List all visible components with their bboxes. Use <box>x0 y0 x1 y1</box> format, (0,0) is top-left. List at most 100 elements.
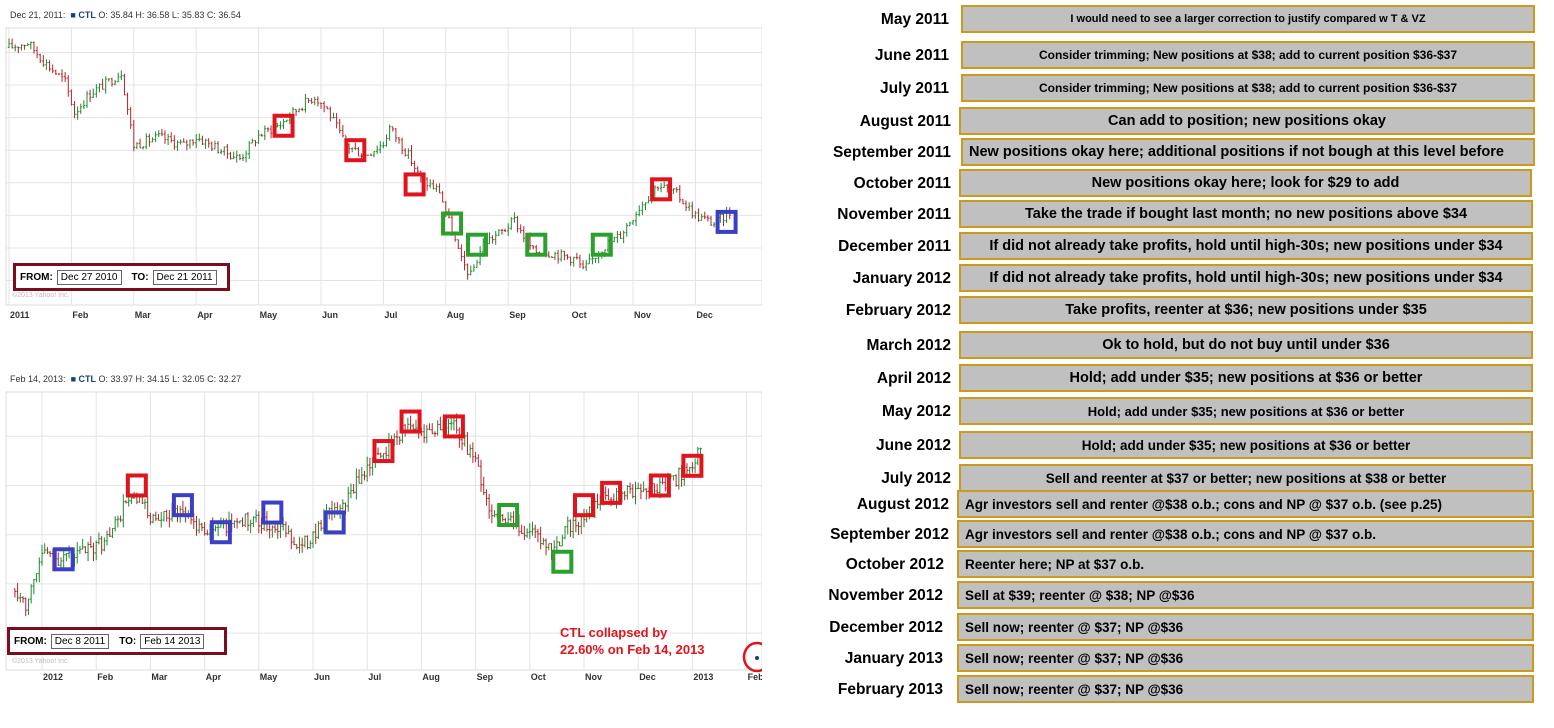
advice-text-cell: Sell at $39; reenter @ $38; NP @$36 <box>957 581 1534 609</box>
advice-month-label: September 2012 <box>830 526 949 543</box>
red-signal-marker <box>681 453 704 478</box>
advice-row: October 2011 New positions okay here; loo… <box>0 169 1554 199</box>
x-tick-label: Dec <box>639 672 656 682</box>
collapse-note-line2: 22.60% on Feb 14, 2013 <box>560 642 705 657</box>
advice-month-label: August 2012 <box>856 496 949 513</box>
advice-row: March 2012 Ok to hold, but do not buy unt… <box>0 331 1554 361</box>
advice-row: February 2013 Sell now; reenter @ $37; NP… <box>0 675 1554 705</box>
red-signal-marker <box>372 439 395 464</box>
advice-row: August 2011 Can add to position; new posi… <box>0 107 1554 137</box>
bottom-strip <box>0 692 770 728</box>
advice-text-cell: Can add to position; new positions okay <box>959 107 1535 135</box>
red-signal-marker <box>650 177 673 202</box>
red-signal-marker <box>600 480 623 505</box>
advice-text-cell: I would need to see a larger correction … <box>961 5 1535 33</box>
advice-text-cell: Hold; add under $35; new positions at $3… <box>959 397 1533 425</box>
advice-row: December 2011 If did not already take pro… <box>0 232 1554 262</box>
chart1-copyright: ©2013 Yahoo! Inc. <box>12 292 70 299</box>
advice-text-cell: If did not already take profits, hold un… <box>959 232 1533 260</box>
blue-signal-marker <box>261 500 284 525</box>
x-tick-label: May <box>260 672 278 682</box>
red-signal-marker <box>399 409 422 434</box>
advice-row: June 2011 Consider trimming; New position… <box>0 41 1554 71</box>
advice-month-label: September 2011 <box>832 144 951 161</box>
advice-row: November 2011 Take the trade if bought la… <box>0 200 1554 230</box>
chart2-date-range: FROM: Dec 8 2011 TO: Feb 14 2013 <box>7 627 227 655</box>
advice-row: July 2011 Consider trimming; New position… <box>0 74 1554 104</box>
green-signal-marker <box>466 232 488 257</box>
advice-text-cell: Reenter here; NP at $37 o.b. <box>957 550 1534 578</box>
advice-month-label: March 2012 <box>866 337 951 354</box>
plot-frame <box>5 27 762 306</box>
advice-month-label: February 2013 <box>837 681 943 698</box>
advice-row: May 2012 Hold; add under $35; new positio… <box>0 397 1554 427</box>
chart1-header-date: Dec 21, 2011: <box>10 10 66 20</box>
advice-row: January 2012 If did not already take prof… <box>0 264 1554 294</box>
x-tick-label: Feb <box>97 672 114 682</box>
red-signal-marker <box>125 473 148 498</box>
from-date-input[interactable]: Dec 27 2010 <box>56 269 122 285</box>
x-tick-label: Sep <box>477 672 494 682</box>
advice-text-cell: Hold; add under $35; new positions at $3… <box>959 364 1533 392</box>
advice-text-cell: New positions okay here; additional posi… <box>961 138 1535 166</box>
advice-text-cell: Sell now; reenter @ $37; NP @$36 <box>957 675 1534 703</box>
from-label: FROM: <box>20 271 53 283</box>
chart-panel-2011: Dec 21, 2011: ■ CTL O: 35.84 H: 36.58 L:… <box>2 0 762 325</box>
advice-text-cell: Take the trade if bought last month; no … <box>959 200 1533 228</box>
advice-month-label: November 2012 <box>828 587 943 604</box>
blue-signal-marker <box>323 510 346 535</box>
blue-signal-marker <box>52 547 75 572</box>
advice-text-cell: Ok to hold, but do not buy until under $… <box>959 331 1533 359</box>
advice-row: November 2012 Sell at $39; reenter @ $38;… <box>0 581 1554 611</box>
x-tick-label: Jul <box>384 310 397 320</box>
advice-row: October 2012 Reenter here; NP at $37 o.b. <box>0 550 1554 580</box>
advice-month-label: June 2012 <box>876 437 951 454</box>
collapse-circle <box>742 641 762 673</box>
advice-row: December 2012 Sell now; reenter @ $37; NP… <box>0 613 1554 643</box>
advice-month-label: February 2012 <box>845 302 951 319</box>
red-signal-marker <box>403 172 426 197</box>
chart2-candlestick-plot: 2012 Feb Mar Apr May Jun Jul Aug Sep Oct Nov Dec 201… <box>5 391 762 682</box>
chart2-copyright: ©2013 Yahoo! Inc. <box>12 658 70 665</box>
advice-text-cell: Sell now; reenter @ $37; NP @$36 <box>957 644 1534 672</box>
advice-month-label: December 2011 <box>838 238 951 255</box>
to-label: TO: <box>119 635 137 647</box>
advice-row: April 2012 Hold; add under $35; new posit… <box>0 364 1554 394</box>
red-signal-marker <box>573 493 595 518</box>
advice-row: September 2012 Agr investors sell and ren… <box>0 520 1554 550</box>
advice-month-label: January 2013 <box>844 650 943 667</box>
advice-month-label: December 2012 <box>829 619 943 636</box>
x-tick-label: Oct <box>572 310 587 320</box>
x-tick-label: Jun <box>322 310 338 320</box>
chart2-ticker: CTL <box>78 374 97 384</box>
advice-row: August 2012 Agr investors sell and renter… <box>0 490 1554 520</box>
to-date-input[interactable]: Feb 14 2013 <box>140 633 205 649</box>
x-tick-label: 2012 <box>43 672 63 682</box>
x-tick-label: Apr <box>206 672 222 682</box>
advice-text-cell: Sell now; reenter @ $37; NP @$36 <box>957 613 1534 641</box>
chart1-ticker: CTL <box>78 10 96 20</box>
advice-text-cell: Consider trimming; New positions at $38;… <box>961 74 1535 102</box>
x-tick-label: Jul <box>368 672 381 682</box>
x-tick-label: May <box>260 310 278 320</box>
advice-month-label: May 2012 <box>882 403 951 420</box>
advice-row: May 2011 I would need to see a larger cor… <box>0 5 1554 35</box>
from-date-input[interactable]: Dec 8 2011 <box>50 633 110 649</box>
red-signal-marker <box>648 473 671 498</box>
x-tick-label: Aug <box>447 310 465 320</box>
chart1-candlestick-plot: 2011FebMarAprMayJunJulAugSepOctNovDec323… <box>5 27 762 320</box>
from-label: FROM: <box>14 635 47 647</box>
advice-month-label: October 2011 <box>853 175 951 192</box>
to-date-input[interactable]: Dec 21 2011 <box>152 269 217 285</box>
advice-text-cell: New positions okay here; look for $29 to… <box>959 169 1532 197</box>
advice-month-label: May 2011 <box>880 11 949 28</box>
advice-month-label: January 2012 <box>852 270 951 287</box>
x-tick-label: 2013 <box>693 672 713 682</box>
chart2-ohlc: O: 33.97 H: 34.15 L: 32.05 C: 32.27 <box>98 374 242 384</box>
x-tick-label: Dec <box>696 310 713 320</box>
chart2-header: Feb 14, 2013: ■ CTL O: 33.97 H: 34.15 L:… <box>10 374 242 384</box>
green-signal-marker <box>551 549 574 574</box>
blue-signal-marker <box>715 209 738 234</box>
advice-text-cell: Agr investors sell and renter @$38 o.b.;… <box>957 490 1534 518</box>
collapse-note-line1: CTL collapsed by <box>560 625 668 640</box>
